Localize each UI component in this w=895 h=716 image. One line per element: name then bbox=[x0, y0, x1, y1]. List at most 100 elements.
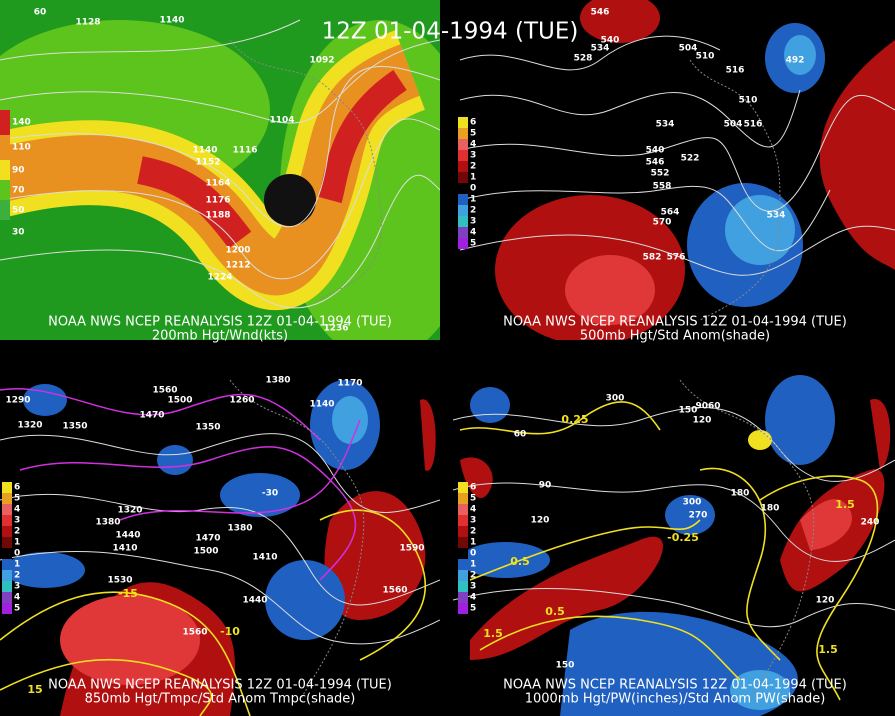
legend-label: 3 bbox=[470, 151, 476, 161]
contour-label: 546 bbox=[591, 8, 610, 18]
contour-label: 1104 bbox=[269, 116, 294, 126]
caption-fields: 200mb Hgt/Wnd(kts) bbox=[152, 329, 288, 344]
legend-label: 5 bbox=[470, 604, 476, 614]
contour-label: 1500 bbox=[167, 396, 192, 406]
legend-label: 90 bbox=[12, 166, 25, 176]
anomaly-shading-shape bbox=[220, 473, 300, 517]
contour-label: 9060 bbox=[695, 402, 720, 412]
legend-label: 2 bbox=[14, 527, 20, 537]
wind-shading-shape bbox=[229, 39, 382, 301]
contour-label: 1380 bbox=[227, 524, 252, 534]
legend-swatches-shape bbox=[458, 493, 468, 504]
legend-swatches-shape bbox=[0, 160, 10, 180]
contour-label: 570 bbox=[653, 218, 672, 228]
legend-label: 4 bbox=[470, 140, 476, 150]
contour-label: 1164 bbox=[205, 179, 230, 189]
legend-swatches-shape bbox=[458, 216, 468, 227]
legend-label: 6 bbox=[14, 483, 20, 493]
caption-source: NOAA NWS NCEP REANALYSIS 12Z 01-04-1994 … bbox=[48, 678, 392, 693]
legend-label: 3 bbox=[470, 516, 476, 526]
panel-1000mb bbox=[453, 375, 895, 716]
anomaly-shading bbox=[0, 379, 440, 716]
legend-swatches-shape bbox=[2, 570, 12, 581]
anomaly-shading-shape bbox=[870, 399, 891, 470]
legend-label: 4 bbox=[14, 593, 20, 603]
anomaly-shading-shape bbox=[157, 445, 193, 475]
legend-label: 0 bbox=[470, 549, 476, 559]
legend-swatches-shape bbox=[458, 482, 468, 493]
legend-label: 1 bbox=[14, 538, 20, 548]
legend-label: 4 bbox=[470, 228, 476, 238]
contour-label: 180 bbox=[761, 504, 780, 514]
legend-label: 6 bbox=[470, 118, 476, 128]
caption-source: NOAA NWS NCEP REANALYSIS 12Z 01-04-1994 … bbox=[503, 315, 847, 330]
legend-label: 2 bbox=[470, 527, 476, 537]
contour-label: 180 bbox=[731, 489, 750, 499]
legend-swatches-shape bbox=[458, 559, 468, 570]
contour-label: 528 bbox=[574, 54, 593, 64]
contour-label: 564 bbox=[661, 208, 680, 218]
legend-swatches-shape bbox=[458, 526, 468, 537]
legend-swatches-shape bbox=[2, 603, 12, 614]
legend-swatches bbox=[0, 110, 10, 245]
legend-label: 5 bbox=[470, 129, 476, 139]
legend-swatches-shape bbox=[458, 504, 468, 515]
anomaly-shading-shape bbox=[759, 475, 879, 701]
contour-label: 546 bbox=[646, 158, 665, 168]
contour-label: 522 bbox=[681, 154, 700, 164]
contour-label: 534 bbox=[591, 44, 610, 54]
anomaly-shading bbox=[453, 375, 895, 716]
contour-label: 1320 bbox=[117, 506, 142, 516]
legend-swatches-shape bbox=[458, 150, 468, 161]
anomaly-shading-shape bbox=[460, 457, 493, 499]
contour-label: 1500 bbox=[193, 547, 218, 557]
legend-swatches-shape bbox=[458, 581, 468, 592]
temperature-label: 0.5 bbox=[545, 605, 565, 618]
wind-shading-shape bbox=[0, 118, 440, 280]
wind-shading-shape bbox=[0, 39, 440, 124]
contour-label: 1560 bbox=[152, 386, 177, 396]
legend-label: 2 bbox=[470, 571, 476, 581]
contour-label: 1380 bbox=[95, 518, 120, 528]
contour-label: 150 bbox=[556, 661, 575, 671]
legend-swatches bbox=[458, 482, 468, 614]
legend-label: 140 bbox=[12, 118, 31, 128]
contour-label: 534 bbox=[767, 211, 786, 221]
legend-label: 3 bbox=[470, 582, 476, 592]
anomaly-shading-shape bbox=[19, 446, 357, 581]
legend-label: 1 bbox=[14, 560, 20, 570]
contour-label: 120 bbox=[531, 516, 550, 526]
legend-swatches-shape bbox=[458, 515, 468, 526]
anomaly-shading-shape bbox=[0, 433, 440, 513]
contour-label: 1560 bbox=[382, 586, 407, 596]
anomaly-shading-shape bbox=[565, 255, 655, 325]
anomaly-shading-shape bbox=[60, 595, 200, 685]
legend-label: 2 bbox=[470, 162, 476, 172]
legend-swatches-shape bbox=[458, 117, 468, 128]
contour-label: 1140 bbox=[159, 16, 184, 26]
anomaly-shading-shape bbox=[332, 396, 368, 444]
legend-label: 4 bbox=[470, 593, 476, 603]
caption-fields: 500mb Hgt/Std Anom(shade) bbox=[580, 329, 770, 344]
anomaly-shading-shape bbox=[0, 388, 321, 441]
contour-label: 516 bbox=[744, 120, 763, 130]
anomaly-shading-shape bbox=[819, 40, 895, 270]
legend-swatches-shape bbox=[2, 581, 12, 592]
legend-label: 110 bbox=[12, 143, 31, 153]
contour-label: 1236 bbox=[323, 324, 348, 334]
legend-swatches-shape bbox=[2, 559, 12, 570]
contour-label: 504 bbox=[724, 120, 743, 130]
contour-label: 1170 bbox=[337, 379, 362, 389]
anomaly-shading-shape bbox=[469, 519, 701, 581]
contour-label: 1200 bbox=[225, 246, 250, 256]
temperature-label: -10 bbox=[220, 625, 240, 638]
legend-swatches-shape bbox=[458, 592, 468, 603]
panel-200mb bbox=[0, 0, 440, 340]
legend-swatches-shape bbox=[0, 135, 10, 160]
anomaly-shading-shape bbox=[580, 0, 660, 43]
legend-label: 0 bbox=[470, 184, 476, 194]
temperature-label: 1.5 bbox=[818, 643, 838, 656]
anomaly-shading-shape bbox=[0, 493, 440, 606]
